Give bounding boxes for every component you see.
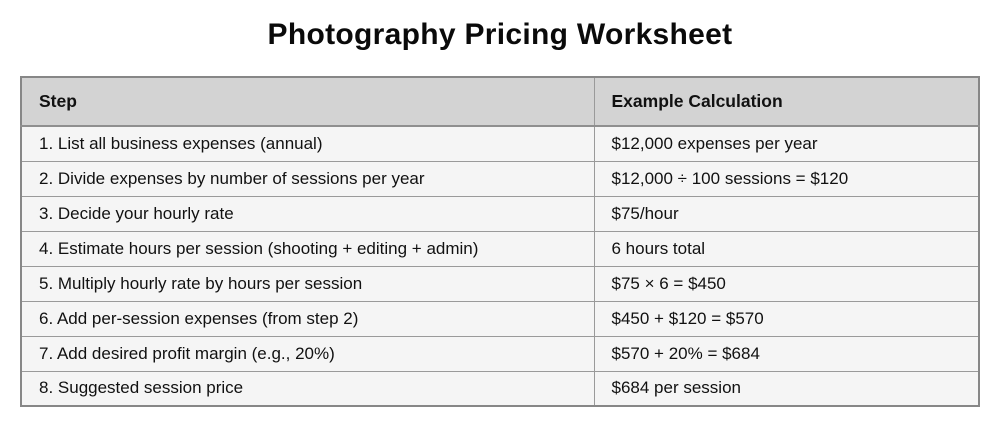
pricing-table: Step Example Calculation 1. List all bus…: [20, 76, 980, 407]
step-cell: 7. Add desired profit margin (e.g., 20%): [20, 335, 595, 372]
calc-cell: $75/hour: [593, 195, 980, 232]
table-row: 4. Estimate hours per session (shooting …: [20, 230, 980, 267]
calc-cell: 6 hours total: [593, 230, 980, 267]
calc-cell: $75 × 6 = $450: [593, 265, 980, 302]
step-cell: 3. Decide your hourly rate: [20, 195, 595, 232]
column-header-example-calculation: Example Calculation: [593, 76, 980, 127]
table-row: 8. Suggested session price $684 per sess…: [20, 370, 980, 407]
step-cell: 4. Estimate hours per session (shooting …: [20, 230, 595, 267]
table-row: 1. List all business expenses (annual) $…: [20, 125, 980, 162]
calc-cell: $12,000 ÷ 100 sessions = $120: [593, 160, 980, 197]
table-row: 7. Add desired profit margin (e.g., 20%)…: [20, 335, 980, 372]
page-title: Photography Pricing Worksheet: [267, 18, 733, 51]
table-header-row: Step Example Calculation: [20, 76, 980, 127]
column-header-step: Step: [20, 76, 595, 127]
table-row: 2. Divide expenses by number of sessions…: [20, 160, 980, 197]
calc-cell: $12,000 expenses per year: [593, 125, 980, 162]
step-cell: 2. Divide expenses by number of sessions…: [20, 160, 595, 197]
calc-cell: $450 + $120 = $570: [593, 300, 980, 337]
calc-cell: $570 + 20% = $684: [593, 335, 980, 372]
table-row: 6. Add per-session expenses (from step 2…: [20, 300, 980, 337]
table-row: 3. Decide your hourly rate $75/hour: [20, 195, 980, 232]
step-cell: 5. Multiply hourly rate by hours per ses…: [20, 265, 595, 302]
calc-cell: $684 per session: [593, 370, 980, 407]
step-cell: 1. List all business expenses (annual): [20, 125, 595, 162]
table-row: 5. Multiply hourly rate by hours per ses…: [20, 265, 980, 302]
step-cell: 8. Suggested session price: [20, 370, 595, 407]
step-cell: 6. Add per-session expenses (from step 2…: [20, 300, 595, 337]
